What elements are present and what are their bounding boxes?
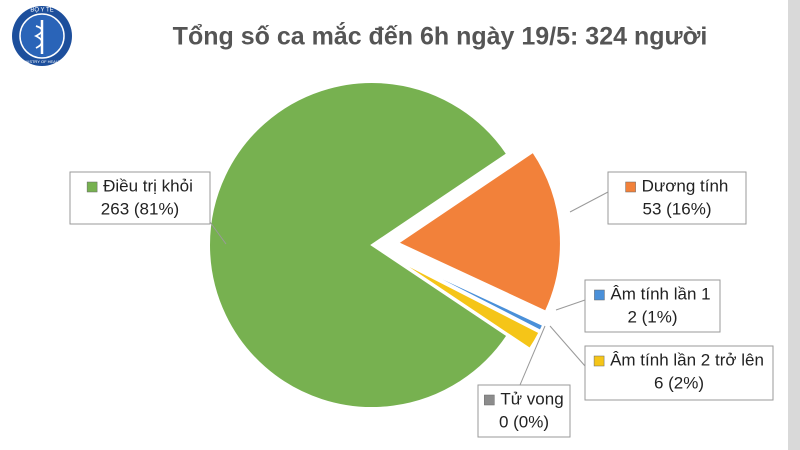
pie-slice <box>394 255 545 333</box>
legend-label: Điều trị khỏi <box>103 176 193 195</box>
pie-slice <box>208 81 509 409</box>
legend-swatch <box>594 289 605 301</box>
data-label: Dương tính 53 (16%) <box>569 171 747 225</box>
legend-label: Dương tính <box>642 176 729 195</box>
leader-line <box>569 191 609 213</box>
pie-slice <box>393 257 541 351</box>
value-label: 53 (16%) <box>643 199 712 218</box>
legend-swatch <box>86 181 98 193</box>
pie <box>208 81 562 409</box>
value-label: 263 (81%) <box>101 199 179 218</box>
logo-bottom-text: MINISTRY OF HEALTH <box>21 59 63 64</box>
legend-label: Tử vong <box>500 389 563 408</box>
data-label: Tử vong 0 (0%) <box>477 325 571 438</box>
logo-snake <box>33 25 43 49</box>
leader-line <box>519 325 546 386</box>
data-label: Điều trị khỏi 263 (81%) <box>69 171 227 245</box>
label-box <box>477 384 571 438</box>
value-label: 0 (0%) <box>499 412 549 431</box>
legend-label: Âm tính lần 2 trở lên <box>610 350 764 369</box>
data-label: Âm tính lần 1 2 (1%) <box>555 279 721 333</box>
edge-band <box>788 0 800 450</box>
value-label: 6 (2%) <box>654 373 704 392</box>
label-box <box>607 171 747 225</box>
leader-line <box>549 325 586 367</box>
value-label: 2 (1%) <box>627 307 677 326</box>
leader-line <box>555 299 586 311</box>
pie-slice <box>395 150 562 313</box>
legend-label: Âm tính lần 1 <box>610 284 710 303</box>
label-box <box>69 171 211 225</box>
legend-swatch <box>484 394 495 406</box>
label-box <box>584 279 721 333</box>
leader-line <box>209 221 227 245</box>
logo: BỘ Y TẾ MINISTRY OF HEALTH <box>12 6 72 66</box>
data-label: Âm tính lần 2 trở lên 6 (2%) <box>549 325 774 401</box>
logo-top-text: BỘ Y TẾ <box>30 7 53 14</box>
label-box <box>584 345 774 401</box>
chart-title: Tổng số ca mắc đến 6h ngày 19/5: 324 ngư… <box>173 21 708 51</box>
legend-swatch <box>625 181 636 193</box>
legend-swatch <box>593 355 605 367</box>
